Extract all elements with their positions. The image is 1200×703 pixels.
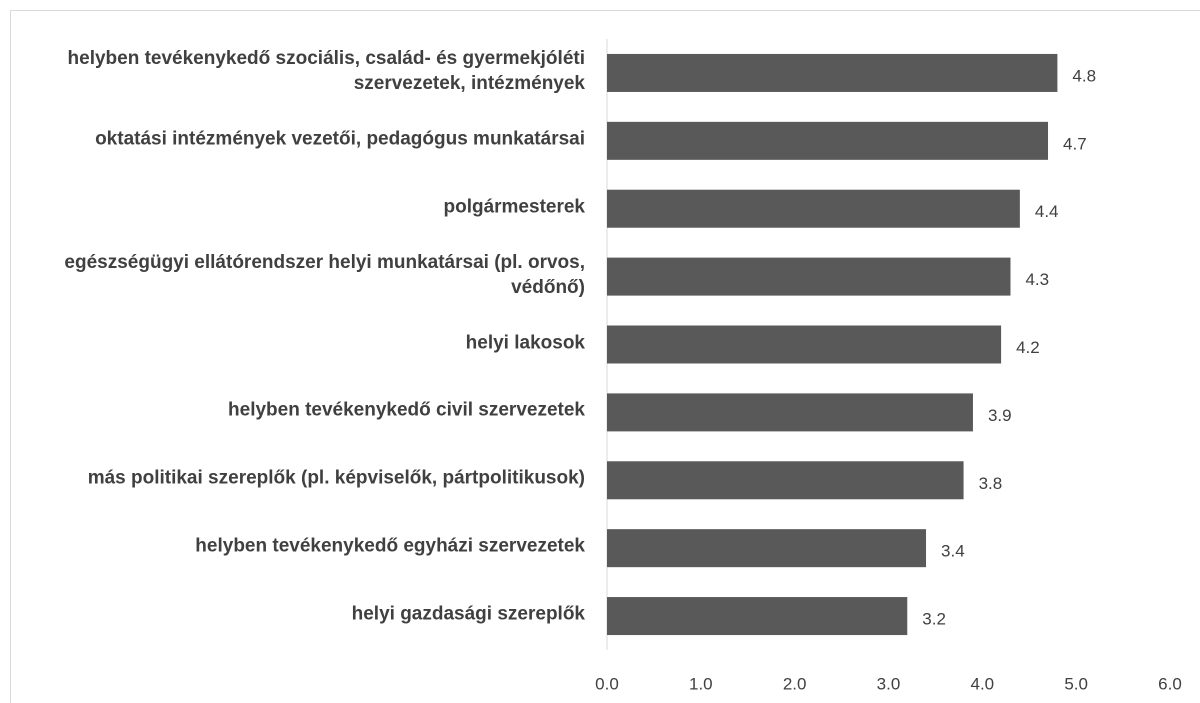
bar (607, 121, 1049, 160)
bar (607, 189, 1020, 228)
y-tick-label: oktatási intézmények vezetői, pedagógus … (95, 128, 585, 150)
y-tick-label: helyi gazdasági szereplők (351, 603, 585, 625)
value-label: 4.8 (1072, 66, 1096, 85)
value-label: 4.4 (1035, 202, 1059, 221)
bar (607, 53, 1058, 92)
y-tick-label: helyben tevékenykedő civil szervezetek (228, 399, 585, 421)
y-tick-label: helyi lakosok (465, 332, 585, 353)
y-tick-label: más politikai szereplők (pl. képviselők,… (87, 467, 585, 489)
value-label: 4.2 (1016, 338, 1040, 357)
y-tick-label: egészségügyi ellátórendszer helyi munkat… (64, 251, 585, 298)
x-tick-label: 2.0 (783, 674, 807, 693)
value-label: 3.2 (922, 610, 946, 629)
value-label: 3.9 (988, 406, 1012, 425)
bar (607, 529, 927, 568)
x-tick-label: 6.0 (1158, 674, 1182, 693)
x-tick-label: 3.0 (877, 674, 901, 693)
value-label: 4.3 (1025, 270, 1049, 289)
value-label: 3.4 (941, 542, 965, 561)
value-label: 3.8 (979, 474, 1003, 493)
value-label: 4.7 (1063, 134, 1087, 153)
x-tick-label: 1.0 (689, 674, 713, 693)
y-tick-label: polgármesterek (443, 196, 585, 218)
bar (607, 325, 1002, 364)
y-tick-label: helyben tevékenykedő egyházi szervezetek (195, 535, 585, 557)
bar (607, 597, 908, 636)
bar (607, 257, 1011, 296)
x-tick-label: 0.0 (595, 674, 619, 693)
chart-frame (10, 10, 1200, 703)
bar (607, 393, 973, 432)
x-tick-label: 4.0 (971, 674, 995, 693)
x-tick-label: 5.0 (1064, 674, 1088, 693)
bar (607, 461, 964, 500)
y-tick-label: helyben tevékenykedő szociális, család- … (67, 47, 585, 94)
